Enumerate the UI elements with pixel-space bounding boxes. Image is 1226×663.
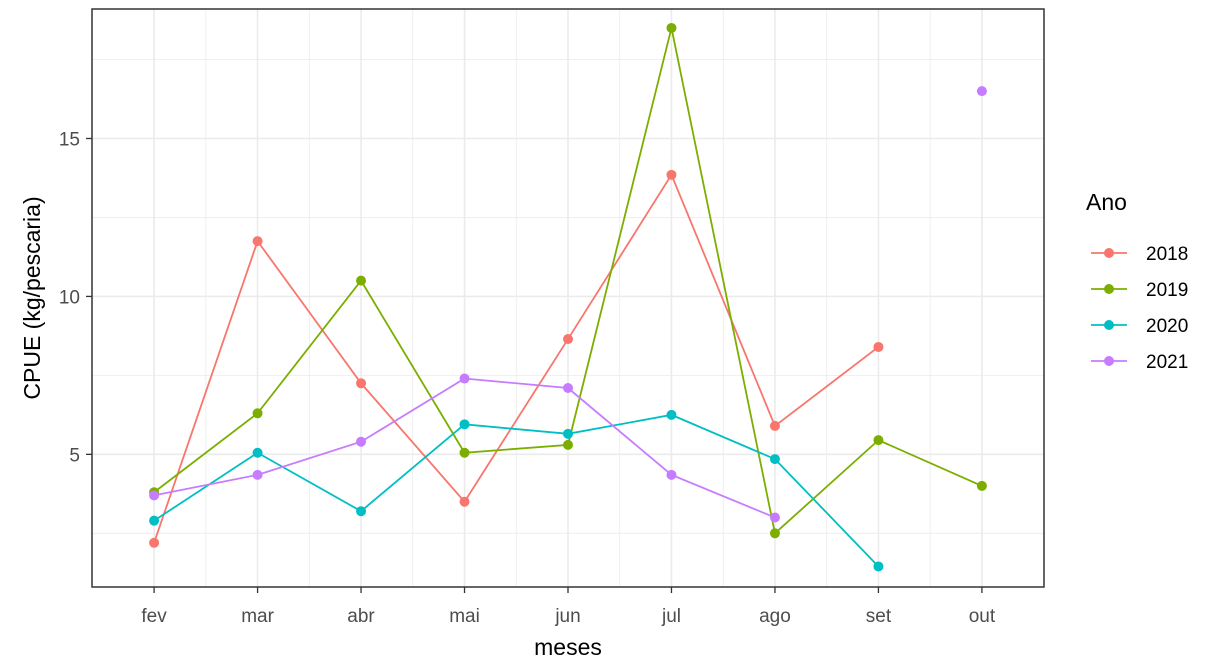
data-point-2018: [563, 334, 573, 345]
data-point-2019: [666, 22, 677, 33]
data-point-2020: [459, 419, 470, 430]
data-point-2020: [563, 428, 573, 439]
series-line-2020: [153, 413, 880, 568]
x-axis-title: meses: [534, 634, 602, 660]
data-point-2020: [769, 454, 780, 465]
data-point-2019: [459, 447, 470, 458]
data-point-2020: [873, 561, 884, 572]
series-layer: [149, 22, 987, 572]
legend-label: 2019: [1146, 280, 1188, 301]
data-point-2019: [356, 275, 367, 286]
data-point-2019: [252, 408, 263, 419]
data-point-2021: [459, 373, 470, 384]
data-point-2018: [459, 496, 470, 507]
data-point-2018: [149, 537, 160, 548]
data-point-2019: [563, 439, 573, 450]
series-line-2018: [153, 172, 879, 544]
legend-item-2021: 2021: [1091, 352, 1188, 373]
legend-key-point: [1104, 284, 1114, 294]
legend-label: 2021: [1146, 352, 1188, 373]
data-point-2020: [666, 409, 677, 420]
series-2020: [149, 409, 884, 572]
data-point-2021: [252, 469, 263, 480]
x-tick-label: out: [969, 606, 996, 627]
data-point-2018: [769, 420, 780, 431]
legend-key-point: [1104, 320, 1114, 330]
grid-major: [92, 9, 1044, 587]
data-point-2020: [356, 506, 367, 517]
data-point-2020: [252, 447, 263, 458]
data-point-2021: [356, 436, 367, 447]
series-2021: [149, 86, 987, 523]
y-tick-label: 10: [59, 287, 80, 308]
data-point-2021: [149, 490, 160, 501]
y-axis: 5 10 15: [59, 129, 92, 466]
legend-item-2019: 2019: [1091, 280, 1188, 301]
data-point-2018: [356, 378, 367, 389]
y-tick-label: 5: [69, 445, 80, 466]
data-point-2018: [873, 341, 884, 352]
legend-key-point: [1104, 248, 1114, 258]
data-point-2018: [666, 169, 677, 180]
data-point-2021: [976, 86, 987, 97]
legend-item-2018: 2018: [1091, 244, 1188, 265]
legend-title: Ano: [1086, 189, 1127, 215]
x-tick-label: mar: [241, 606, 274, 627]
y-tick-label: 15: [59, 129, 80, 150]
x-tick-label: mai: [449, 606, 480, 627]
series-2018: [149, 169, 884, 548]
data-point-2019: [873, 435, 884, 446]
data-point-2019: [769, 528, 780, 539]
legend-label: 2018: [1146, 244, 1188, 265]
legend-key-point: [1104, 356, 1114, 366]
series-2019: [149, 22, 987, 539]
data-point-2018: [252, 236, 263, 247]
data-point-2021: [769, 512, 780, 523]
x-tick-label: fev: [141, 606, 167, 627]
x-axis: fev mar abr mai jun jul ago set out: [141, 587, 996, 627]
data-point-2020: [149, 515, 160, 526]
data-point-2021: [563, 383, 573, 394]
x-tick-label: jun: [554, 606, 580, 627]
x-tick-label: set: [866, 606, 892, 627]
data-point-2021: [666, 469, 677, 480]
legend-label: 2020: [1146, 316, 1188, 337]
x-tick-label: abr: [347, 606, 375, 627]
x-tick-label: jul: [661, 606, 681, 627]
data-point-2019: [976, 480, 987, 491]
x-tick-label: ago: [759, 606, 791, 627]
y-axis-title: CPUE (kg/pescaria): [19, 196, 45, 399]
legend: Ano 2018 2019 2020 2021: [1086, 189, 1188, 373]
legend-item-2020: 2020: [1091, 316, 1188, 337]
